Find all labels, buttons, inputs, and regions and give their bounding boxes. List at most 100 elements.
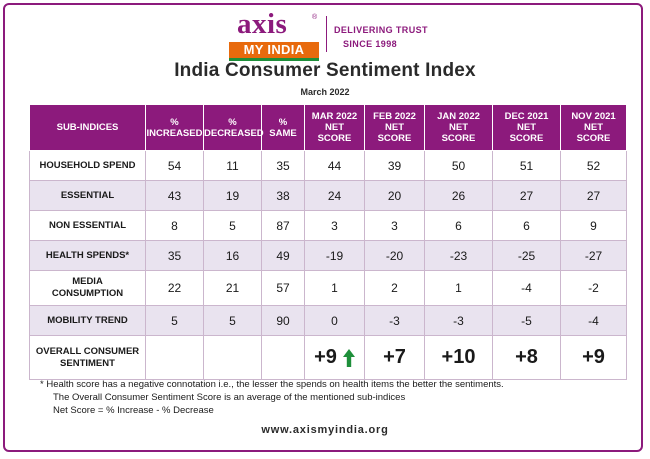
overall-score-cell: +7 xyxy=(364,335,425,380)
table-cell: -3 xyxy=(424,305,493,336)
table-cell: 11 xyxy=(203,150,262,181)
footnote-net-score: Net Score = % Increase - % Decrease xyxy=(53,405,214,416)
table-cell: 21 xyxy=(203,270,262,306)
column-header: JAN 2022 NET SCORE xyxy=(424,104,493,151)
row-label: HOUSEHOLD SPEND xyxy=(29,150,146,181)
table-cell: 0 xyxy=(304,305,365,336)
empty-cell xyxy=(145,335,204,380)
column-header: NOV 2021 NET SCORE xyxy=(560,104,627,151)
overall-score-value: +7 xyxy=(383,346,406,368)
column-header-text: DECREASED xyxy=(204,127,264,139)
footnote-health: * Health score has a negative connotatio… xyxy=(40,379,504,390)
table-header-row: SUB-INDICES% INCREASED% DECREASED% SAME MAR … xyxy=(29,104,627,151)
table-cell: 2 xyxy=(364,270,425,306)
table-cell: 8 xyxy=(145,210,204,241)
row-label-text: ESSENTIAL xyxy=(60,189,115,201)
table-cell: 20 xyxy=(364,180,425,211)
column-header-text: NET xyxy=(584,122,603,133)
column-header-text: % xyxy=(170,116,179,128)
page-frame xyxy=(3,3,643,452)
overall-row: OVERALL CONSUMER SENTIMENT +9 +7 +10 +8 +9 xyxy=(29,335,627,380)
row-label: OVERALL CONSUMER SENTIMENT xyxy=(29,335,146,380)
table-row: MEDIA CONSUMPTION 22 21 57 1 2 1 -4 -2 xyxy=(29,270,627,306)
table-cell: 27 xyxy=(492,180,561,211)
row-label-text: HOUSEHOLD SPEND xyxy=(39,159,136,171)
row-label: ESSENTIAL xyxy=(29,180,146,211)
column-header-text: NET xyxy=(385,122,404,133)
table-cell: 1 xyxy=(424,270,493,306)
page-title: India Consumer Sentiment Index xyxy=(174,60,476,81)
table-cell: -4 xyxy=(492,270,561,306)
table-cell: 44 xyxy=(304,150,365,181)
table-row: HOUSEHOLD SPEND 54 11 35 44 39 50 51 52 xyxy=(29,150,627,181)
table-cell: 51 xyxy=(492,150,561,181)
column-header-text: SCORE xyxy=(441,133,476,144)
column-header-text: NET xyxy=(325,122,344,133)
axis-my-india-logo: axis ® MY INDIA xyxy=(229,8,325,61)
row-label-text: HEALTH SPENDS* xyxy=(45,249,130,261)
table-cell: 9 xyxy=(560,210,627,241)
table-cell: -20 xyxy=(364,240,425,271)
column-header: MAR 2022 NET SCORE xyxy=(304,104,365,151)
table-cell: -2 xyxy=(560,270,627,306)
column-header-text: % xyxy=(228,116,237,128)
overall-score-cell: +9 xyxy=(304,335,365,380)
column-header-text: SAME xyxy=(269,127,297,139)
empty-cell xyxy=(203,335,262,380)
column-header-text: SCORE xyxy=(317,133,352,144)
table-cell: -4 xyxy=(560,305,627,336)
table-cell: 24 xyxy=(304,180,365,211)
column-header: % SAME xyxy=(261,104,305,151)
row-label-text: CONSUMPTION xyxy=(51,288,124,299)
table-cell: 52 xyxy=(560,150,627,181)
table-cell: 5 xyxy=(203,210,262,241)
table-cell: 38 xyxy=(261,180,305,211)
tagline-line1: DELIVERING TRUST xyxy=(334,25,428,35)
logo-my-india-text: MY INDIA xyxy=(243,42,305,57)
table-cell: -27 xyxy=(560,240,627,271)
overall-score-value: +9 xyxy=(314,346,337,368)
table-cell: 1 xyxy=(304,270,365,306)
logo-divider xyxy=(326,16,327,52)
table-cell: 19 xyxy=(203,180,262,211)
column-header-text: SUB-INDICES xyxy=(56,122,119,133)
empty-cell xyxy=(261,335,305,380)
table-row: ESSENTIAL 43 19 38 24 20 26 27 27 xyxy=(29,180,627,211)
table-row: NON ESSENTIAL 8 5 87 3 3 6 6 9 xyxy=(29,210,627,241)
column-header: % INCREASED xyxy=(145,104,204,151)
column-header: % DECREASED xyxy=(203,104,264,151)
overall-score-value: +10 xyxy=(441,346,476,368)
column-header-text: SCORE xyxy=(509,133,544,144)
footnote-overall: The Overall Consumer Sentiment Score is … xyxy=(53,392,406,403)
overall-score-cell: +9 xyxy=(560,335,627,380)
column-header-text: NET xyxy=(517,122,536,133)
column-header: FEB 2022 NET SCORE xyxy=(364,104,425,151)
logo-my-india-bar: MY INDIA xyxy=(229,42,319,61)
table-cell: -23 xyxy=(424,240,493,271)
table-cell: 6 xyxy=(492,210,561,241)
table-cell: 54 xyxy=(145,150,204,181)
table-cell: 3 xyxy=(304,210,365,241)
column-header-text: NET xyxy=(449,122,468,133)
table-cell: -5 xyxy=(492,305,561,336)
table-cell: -25 xyxy=(492,240,561,271)
table-cell: 26 xyxy=(424,180,493,211)
row-label: NON ESSENTIAL xyxy=(29,210,146,241)
table-cell: 43 xyxy=(145,180,204,211)
table-row: HEALTH SPENDS* 35 16 49 -19 -20 -23 -25 -27 xyxy=(29,240,627,271)
table-cell: 57 xyxy=(261,270,305,306)
table-cell: 22 xyxy=(145,270,204,306)
table-cell: 6 xyxy=(424,210,493,241)
table-cell: 5 xyxy=(145,305,204,336)
table-cell: 49 xyxy=(261,240,305,271)
table-cell: 5 xyxy=(203,305,262,336)
row-label: MEDIA CONSUMPTION xyxy=(29,270,146,306)
logo-axis-text: axis xyxy=(237,8,288,40)
column-header-text: NOV 2021 xyxy=(571,111,616,122)
table-cell: 35 xyxy=(261,150,305,181)
website-link[interactable]: www.axismyindia.org xyxy=(261,424,389,436)
table-cell: 35 xyxy=(145,240,204,271)
sentiment-table: SUB-INDICES% INCREASED% DECREASED% SAME MAR … xyxy=(29,104,627,380)
row-label-text: MEDIA xyxy=(72,276,103,287)
table-cell: 27 xyxy=(560,180,627,211)
